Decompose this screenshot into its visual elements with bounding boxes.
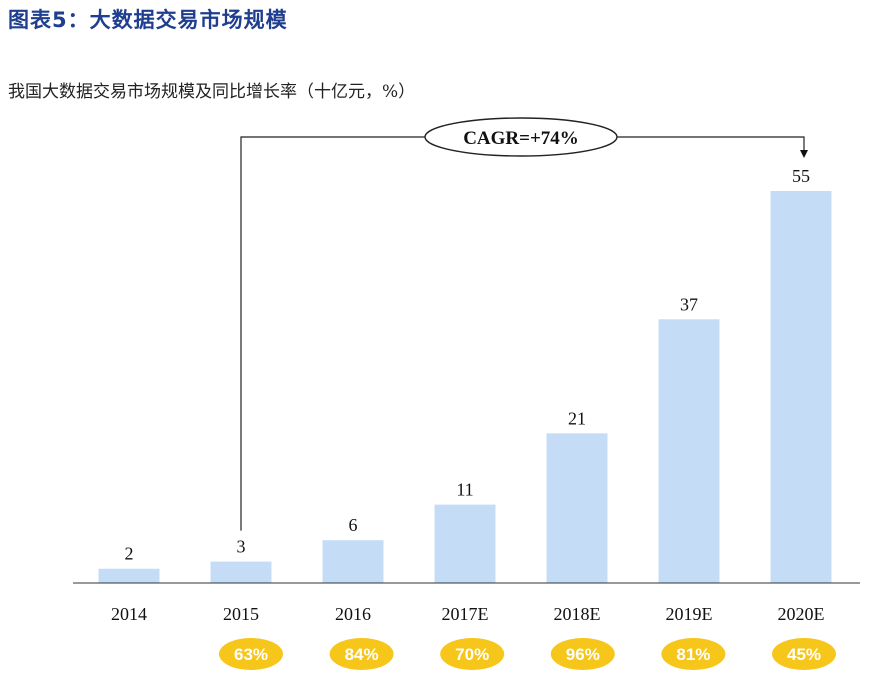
growth-badge-2016 <box>329 638 394 670</box>
cagr-label: CAGR=+74% <box>463 128 579 149</box>
x-tick-labels-group: 2014 2015 2016 2017E 2018E 2019E 2020E <box>111 604 825 624</box>
growth-label-2020E: 45% <box>787 645 821 664</box>
value-label-2018E: 21 <box>568 408 586 428</box>
value-label-2014: 2 <box>125 544 134 564</box>
x-tick-2019E: 2019E <box>666 604 713 624</box>
cagr-annotation: CAGR=+74% <box>240 117 808 531</box>
growth-badge-2020E <box>772 638 836 670</box>
bars-group <box>98 191 832 583</box>
x-tick-2016: 2016 <box>335 604 371 624</box>
growth-label-2016: 84% <box>345 645 379 664</box>
growth-label-2018E: 96% <box>566 645 600 664</box>
growth-badge-2017E <box>440 638 505 670</box>
x-tick-2014: 2014 <box>111 604 147 624</box>
growth-label-2017E: 70% <box>455 645 489 664</box>
x-tick-2020E: 2020E <box>778 604 825 624</box>
growth-badge-2018E <box>550 638 615 670</box>
bar-2017E <box>434 504 496 583</box>
x-tick-2015: 2015 <box>223 604 259 624</box>
bar-2018E <box>546 433 608 583</box>
bar-2016 <box>322 540 384 583</box>
cagr-arrowhead <box>800 150 808 158</box>
figure-title: 图表5：大数据交易市场规模 <box>8 8 288 32</box>
value-label-2015: 3 <box>237 537 246 557</box>
growth-badge-2015 <box>219 638 283 670</box>
bar-2014 <box>98 568 160 583</box>
growth-label-2019E: 81% <box>676 645 710 664</box>
value-label-2016: 6 <box>349 515 358 535</box>
growth-badge-2019E <box>661 638 726 670</box>
bar-2019E <box>658 319 720 583</box>
value-label-2019E: 37 <box>680 294 698 314</box>
value-labels-group: 2 3 6 11 21 37 55 <box>125 166 811 564</box>
cagr-oval <box>424 117 618 157</box>
x-tick-2017E: 2017E <box>442 604 489 624</box>
bar-2020E <box>770 191 832 583</box>
value-label-2017E: 11 <box>456 480 473 500</box>
growth-badges-group: 63% 84% 70% 96% 81% 45% <box>219 638 836 670</box>
x-tick-2018E: 2018E <box>554 604 601 624</box>
chart-subtitle: 我国大数据交易市场规模及同比增长率（十亿元，%） <box>8 82 416 102</box>
bar-2015 <box>210 561 272 583</box>
value-label-2020E: 55 <box>792 166 810 186</box>
growth-label-2015: 63% <box>234 645 268 664</box>
cagr-connector-line <box>240 136 805 531</box>
